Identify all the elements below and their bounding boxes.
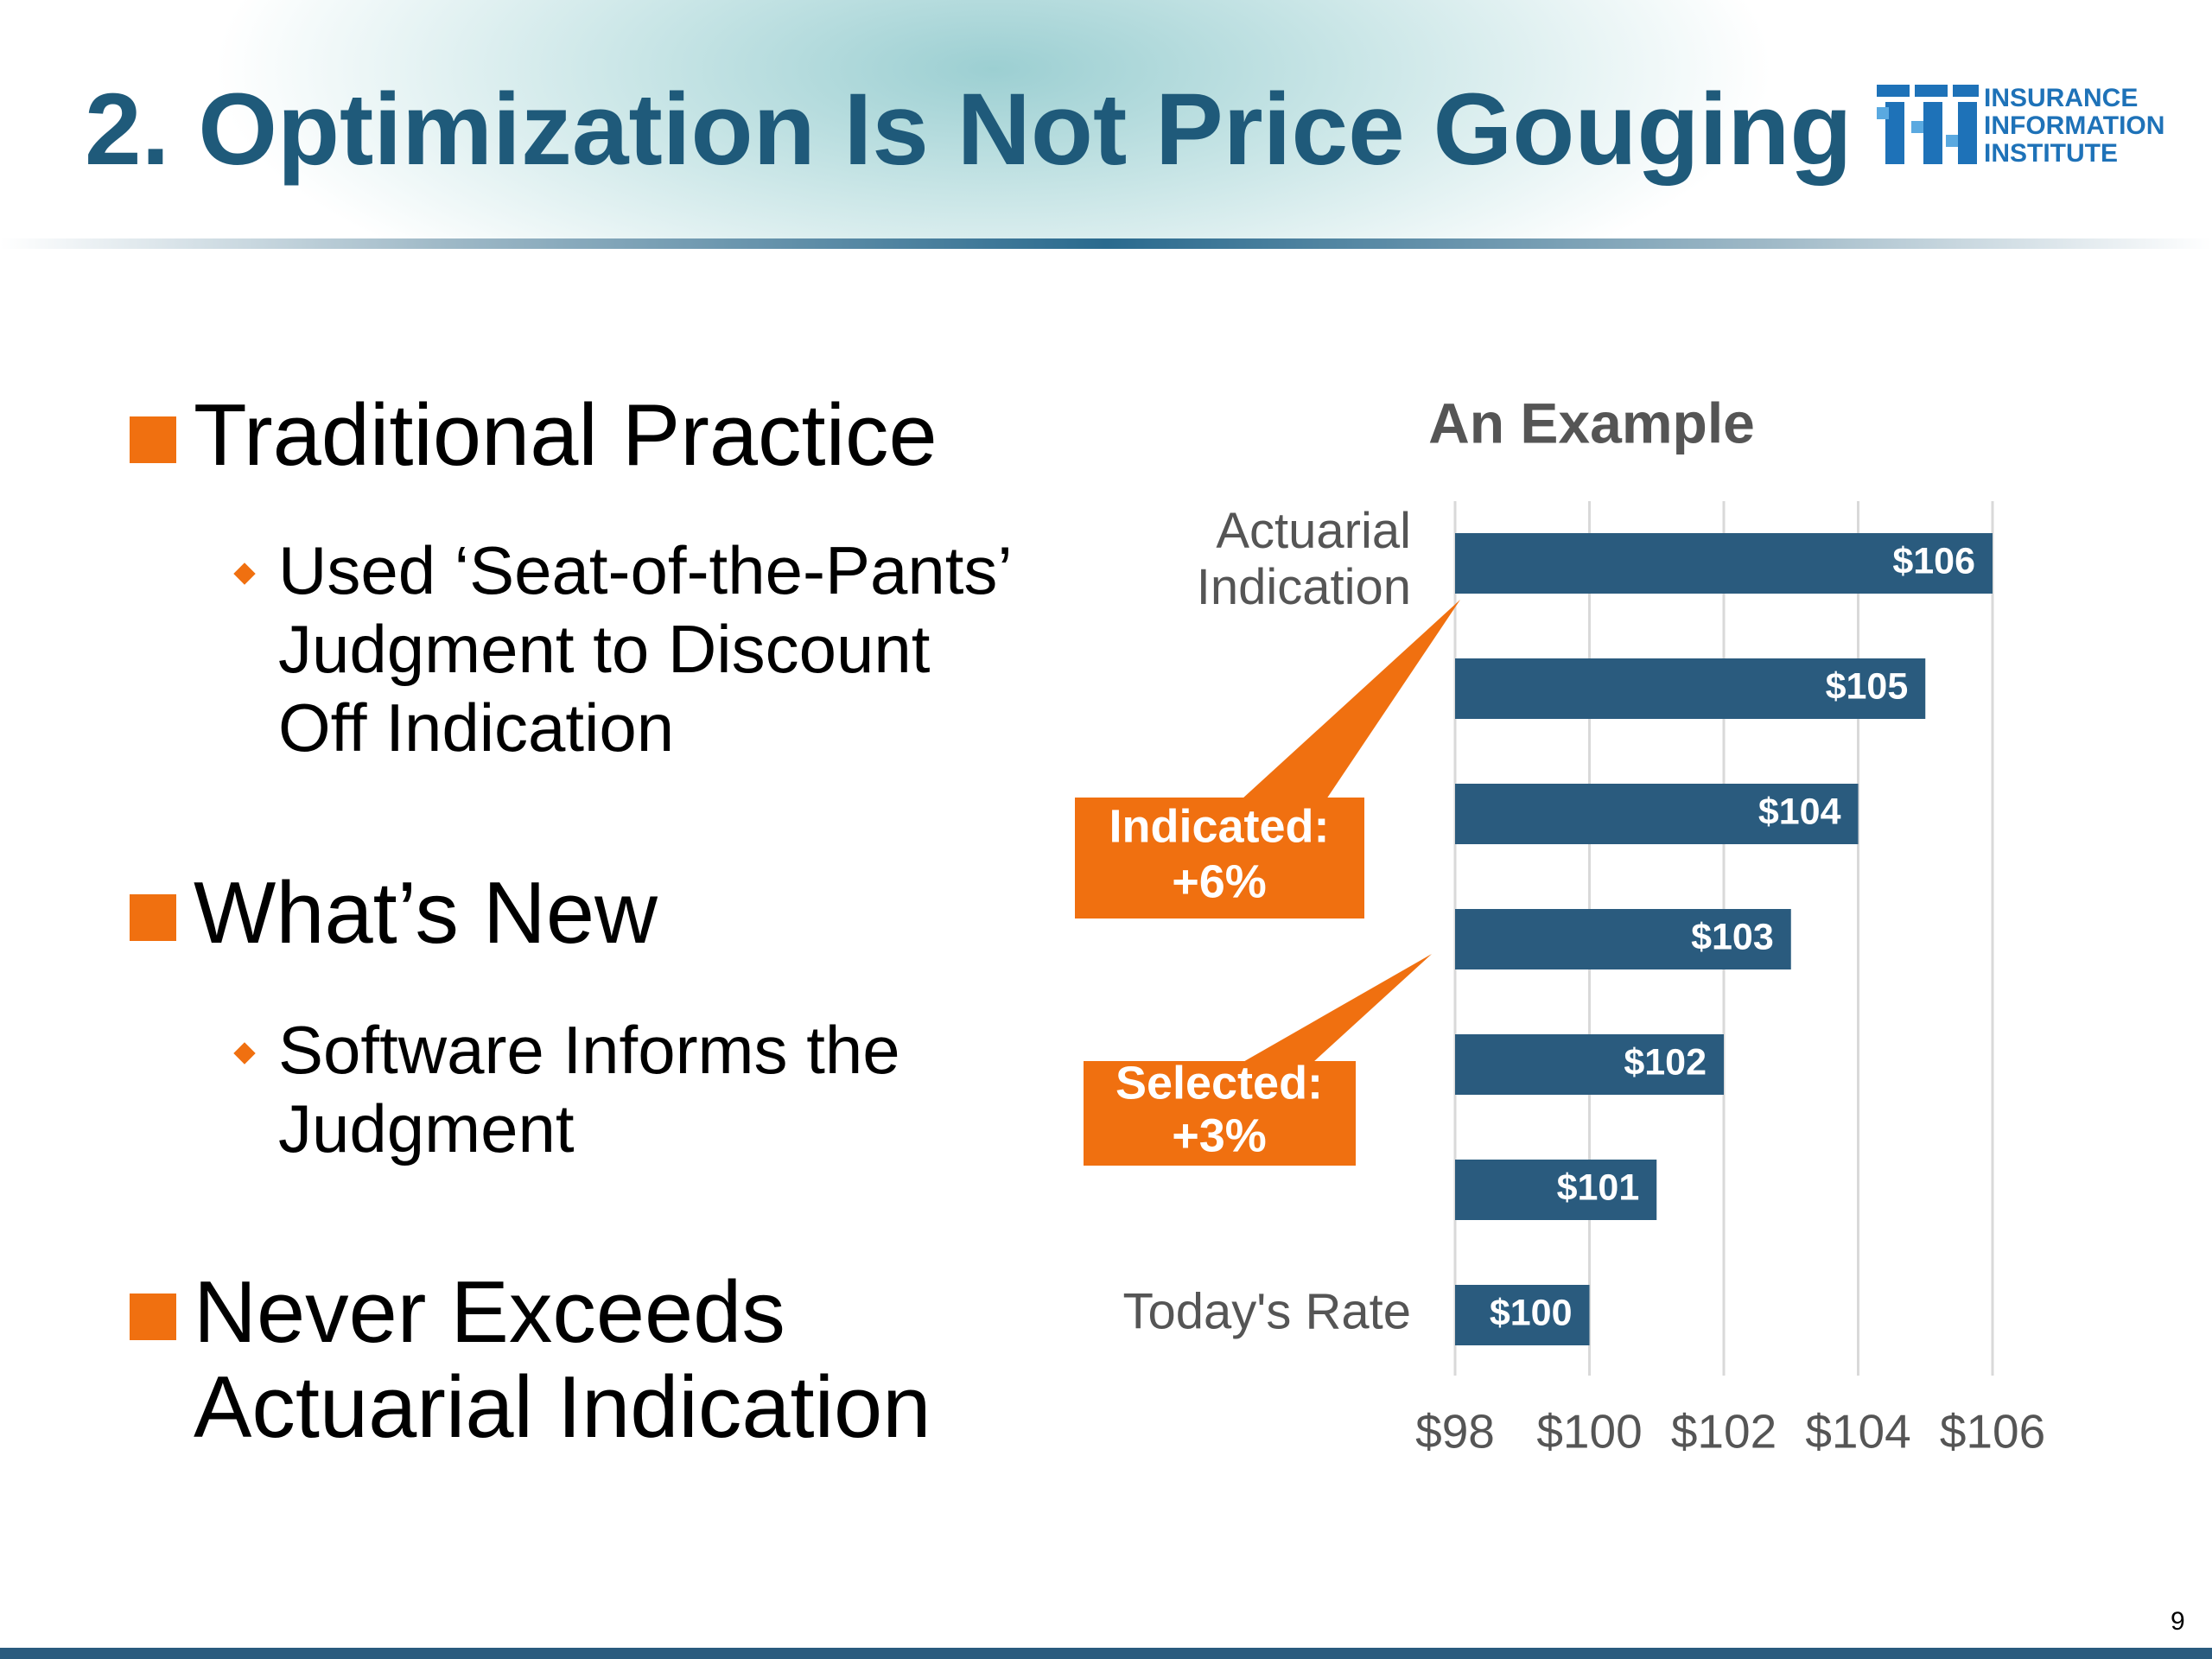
- bar: [1455, 658, 1926, 719]
- bullet-text: What’s New: [194, 865, 658, 962]
- bar: [1455, 784, 1859, 844]
- x-tick-label: $98: [1415, 1405, 1495, 1459]
- annotation-pointer: [1242, 600, 1460, 799]
- bar: [1455, 1160, 1657, 1220]
- logo-text: INSURANCE: [1984, 84, 2139, 112]
- bar: [1455, 909, 1791, 969]
- sub-bullet: Software Informs the Judgment: [233, 1011, 1021, 1168]
- bullet-marker: [130, 894, 176, 941]
- annotation-box: [1075, 798, 1364, 918]
- value-label: $100: [1490, 1292, 1573, 1333]
- logo-text: INSTITUTE: [1984, 139, 2118, 168]
- annotation-box: [1084, 1061, 1356, 1166]
- bullet-marker: [130, 1294, 176, 1340]
- value-label: $102: [1624, 1041, 1707, 1083]
- annotation-text: +3%: [1172, 1109, 1267, 1161]
- bullet: Never Exceeds Actuarial Indication: [130, 1264, 1058, 1456]
- y-tick-label: Today's Rate: [1123, 1283, 1411, 1339]
- bullet-marker: [130, 416, 176, 463]
- chart-title: An Example: [1428, 391, 1755, 454]
- page-number: 9: [2171, 1607, 2185, 1636]
- annotation-pointer: [1242, 954, 1432, 1063]
- bar: [1455, 1034, 1724, 1095]
- bullet-text: Never Exceeds Actuarial Indication: [194, 1264, 931, 1456]
- annotation-text: Indicated:: [1109, 800, 1329, 852]
- slide-title: 2. Optimization Is Not Price Gouging: [85, 73, 1853, 187]
- bullet: What’s New: [130, 865, 1058, 962]
- annotation: Indicated: +6%: [1075, 600, 1460, 918]
- value-label: $106: [1892, 540, 1975, 582]
- value-label: $104: [1758, 791, 1841, 832]
- bullet-text: Traditional Practice: [194, 387, 938, 484]
- annotation-text: Selected:: [1116, 1057, 1323, 1109]
- header-rule: [0, 238, 2212, 249]
- annotation-text: +6%: [1172, 855, 1267, 907]
- value-label: $105: [1826, 665, 1909, 707]
- bar: [1455, 1285, 1590, 1345]
- x-tick-label: $106: [1940, 1405, 2045, 1459]
- annotation: Selected: +3%: [1084, 954, 1432, 1166]
- sub-bullet-text: Used ‘Seat-of-the-Pants’ Judgment to Dis…: [278, 532, 1010, 766]
- x-tick-label: $100: [1536, 1405, 1642, 1459]
- sub-bullet: Used ‘Seat-of-the-Pants’ Judgment to Dis…: [233, 531, 1021, 767]
- value-label: $101: [1557, 1166, 1640, 1208]
- x-tick-label: $102: [1671, 1405, 1777, 1459]
- x-tick-label: $104: [1805, 1405, 1910, 1459]
- y-tick-label: Actuarial Indication: [1197, 503, 1411, 615]
- logo-text: INFORMATION: [1984, 111, 2165, 140]
- bar: [1455, 533, 1993, 594]
- bullet: Traditional Practice: [130, 387, 1058, 484]
- header-band: [0, 0, 2212, 242]
- footer-bar: [0, 1648, 2212, 1659]
- sub-bullet-text: Software Informs the Judgment: [278, 1012, 900, 1166]
- value-label: $103: [1691, 916, 1774, 957]
